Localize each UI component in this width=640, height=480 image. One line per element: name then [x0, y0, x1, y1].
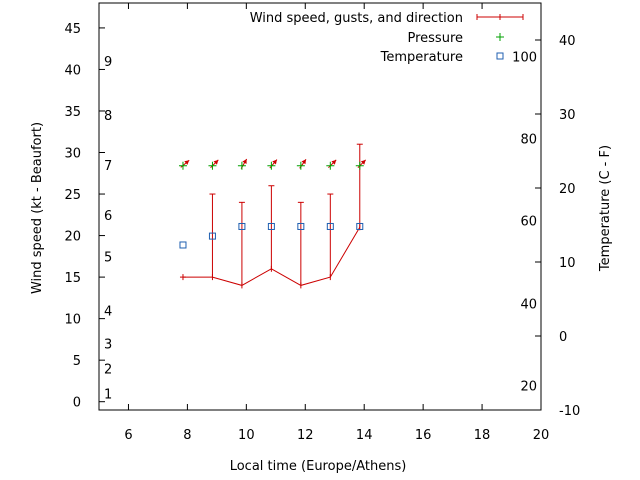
axes: 6 8 10 12 14 16 18 20051015202530354045-1001020…	[64, 2, 580, 443]
beaufort-label: 1	[104, 387, 112, 402]
y-tick-label: 15	[64, 271, 81, 286]
plot-frame	[98, 2, 542, 411]
legend-label-wind: Wind speed, gusts, and direction	[250, 11, 463, 26]
legend-label-pressure: Pressure	[407, 31, 463, 46]
wind-direction-arrowhead	[301, 159, 307, 165]
x-tick-label: 8	[183, 428, 191, 443]
y-tick-label: 10	[64, 313, 81, 328]
beaufort-label: 4	[104, 304, 112, 319]
y2-tick-label: 20	[559, 182, 576, 197]
x-tick-label: 20	[533, 428, 550, 443]
fahrenheit-label: 80	[520, 132, 537, 147]
temperature-point	[238, 222, 246, 230]
x-tick-label: 14	[356, 428, 373, 443]
temperature-point	[179, 241, 187, 249]
pressure-point	[237, 161, 246, 170]
pressure-point	[267, 161, 276, 170]
wind-direction-arrowhead	[331, 159, 337, 165]
legend: Wind speed, gusts, and direction Pressure…	[250, 11, 524, 65]
wind-direction-arrowhead	[213, 159, 219, 165]
pressure-point	[326, 161, 335, 170]
pressure-point	[178, 161, 187, 170]
y-tick-label: 20	[64, 230, 81, 245]
y-tick-label: 40	[64, 63, 81, 78]
x-axis-label: Local time (Europe/Athens)	[230, 459, 407, 474]
wind-direction-arrowhead	[360, 159, 366, 165]
beaufort-label: 3	[104, 338, 112, 353]
y-tick-label: 30	[64, 147, 81, 162]
fahrenheit-label: 60	[520, 215, 537, 230]
legend-swatch-pressure	[496, 33, 504, 41]
y-tick-label: 35	[64, 105, 81, 120]
temperature-point	[267, 222, 275, 230]
data-layer	[178, 143, 367, 289]
beaufort-label: 9	[104, 55, 112, 70]
temperature-point	[208, 232, 216, 240]
beaufort-label: 6	[104, 209, 112, 224]
pressure-point	[296, 161, 305, 170]
fahrenheit-label: 100	[512, 50, 537, 65]
pressure-point	[208, 161, 217, 170]
temperature-point	[297, 222, 305, 230]
x-tick-label: 18	[474, 428, 491, 443]
y-tick-label: 25	[64, 188, 81, 203]
y2-tick-label: 30	[559, 108, 576, 123]
y-tick-label: 5	[73, 354, 81, 369]
wind-direction-arrowhead	[184, 160, 190, 165]
beaufort-label: 5	[104, 250, 112, 265]
y2-tick-label: -10	[559, 404, 580, 419]
wind-direction-arrowhead	[242, 159, 247, 165]
x-tick-label: 10	[238, 428, 255, 443]
fahrenheit-label: 40	[520, 297, 537, 312]
x-tick-label: 16	[415, 428, 432, 443]
fahrenheit-label: 20	[520, 380, 537, 395]
y-tick-label: 45	[64, 22, 81, 37]
y2-tick-label: 10	[559, 256, 576, 271]
y-tick-label: 0	[73, 396, 81, 411]
beaufort-label: 2	[104, 362, 112, 377]
legend-label-temperature: Temperature	[380, 50, 463, 65]
y-axis-label: Wind speed (kt - Beaufort)	[30, 122, 45, 294]
beaufort-label: 7	[104, 159, 112, 174]
y2-axis-label: Temperature (C - F)	[598, 145, 613, 272]
x-tick-label: 6	[124, 428, 132, 443]
pressure-point	[355, 161, 364, 170]
legend-swatch-temperature	[496, 52, 504, 60]
y2-tick-label: 40	[559, 34, 576, 49]
temperature-point	[326, 222, 334, 230]
x-tick-label: 12	[297, 428, 314, 443]
wind-direction-arrowhead	[272, 159, 277, 165]
temperature-point	[356, 222, 364, 230]
beaufort-label: 8	[104, 109, 112, 124]
y2-tick-label: 0	[559, 330, 567, 345]
